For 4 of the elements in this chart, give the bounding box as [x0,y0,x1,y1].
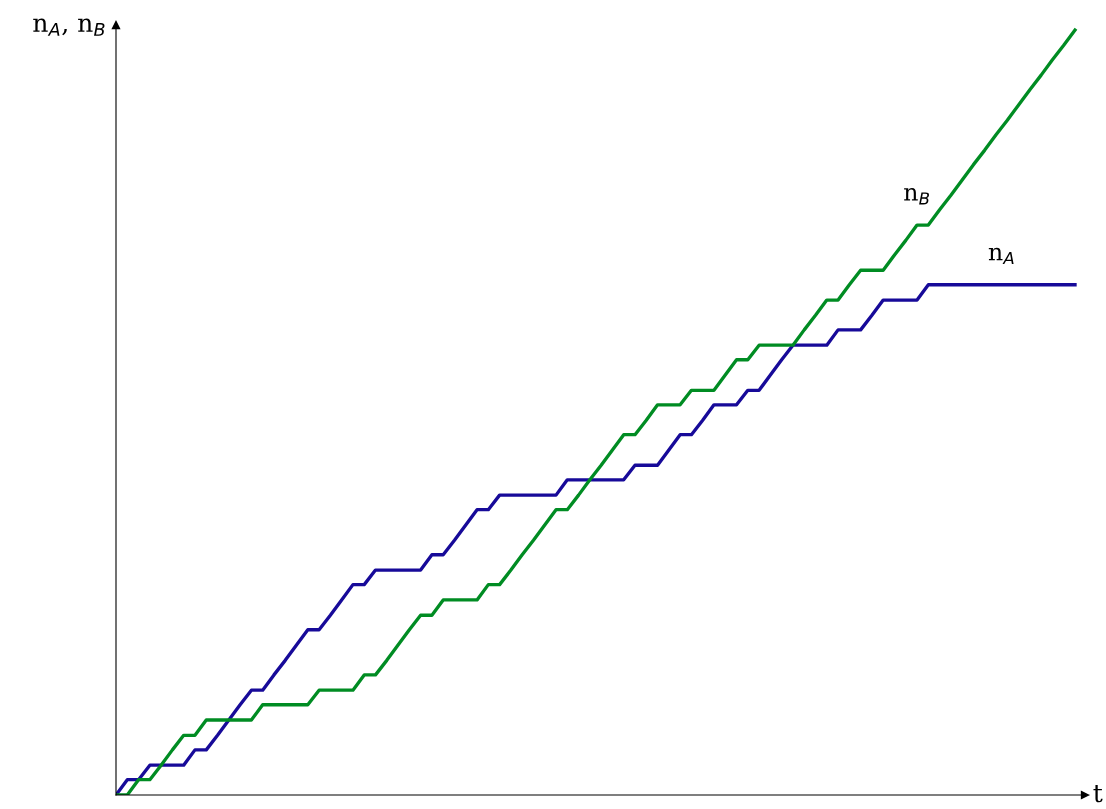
series-label: n$_{A}$ [988,247,1014,265]
series-label: n$_{B}$ [904,187,929,205]
y-axis-title: n$_{A}$, n$_{B}$ [33,18,105,36]
x-axis-title: t [1093,784,1103,803]
